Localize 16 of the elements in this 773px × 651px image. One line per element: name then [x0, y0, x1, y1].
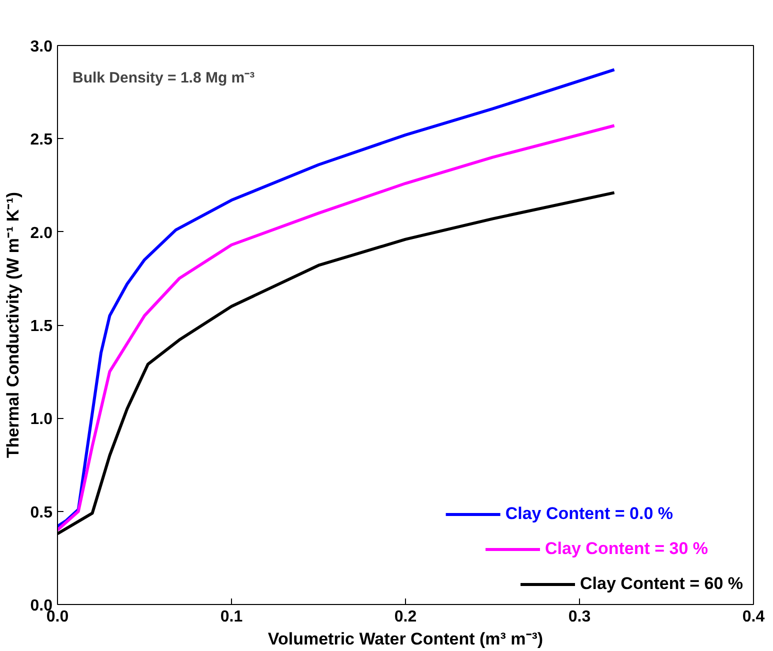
- x-tick-label: 0.2: [394, 608, 417, 626]
- y-tick-label: 2.0: [30, 224, 53, 242]
- y-tick-label: 0.5: [30, 504, 53, 522]
- y-tick-label: 3.0: [30, 38, 53, 56]
- x-tick-label: 0.4: [742, 608, 765, 626]
- legend-label: Clay Content = 30 %: [545, 539, 708, 559]
- y-tick-label: 1.5: [30, 318, 53, 335]
- legend-label: Clay Content = 60 %: [580, 574, 743, 594]
- x-tick-label: 0.3: [568, 608, 591, 626]
- y-tick-label: 1.0: [30, 411, 53, 428]
- legend-label: Clay Content = 0.0 %: [505, 504, 673, 524]
- y-tick-label: 2.5: [30, 132, 53, 149]
- x-tick-label: 0.1: [220, 608, 243, 626]
- x-axis-title: Volumetric Water Content (m³ m⁻³): [268, 630, 544, 648]
- y-axis-title: Thermal Conductivity (W m⁻¹ K⁻¹): [3, 192, 22, 458]
- annotation: Bulk Density = 1.8 Mg m⁻³: [72, 70, 255, 87]
